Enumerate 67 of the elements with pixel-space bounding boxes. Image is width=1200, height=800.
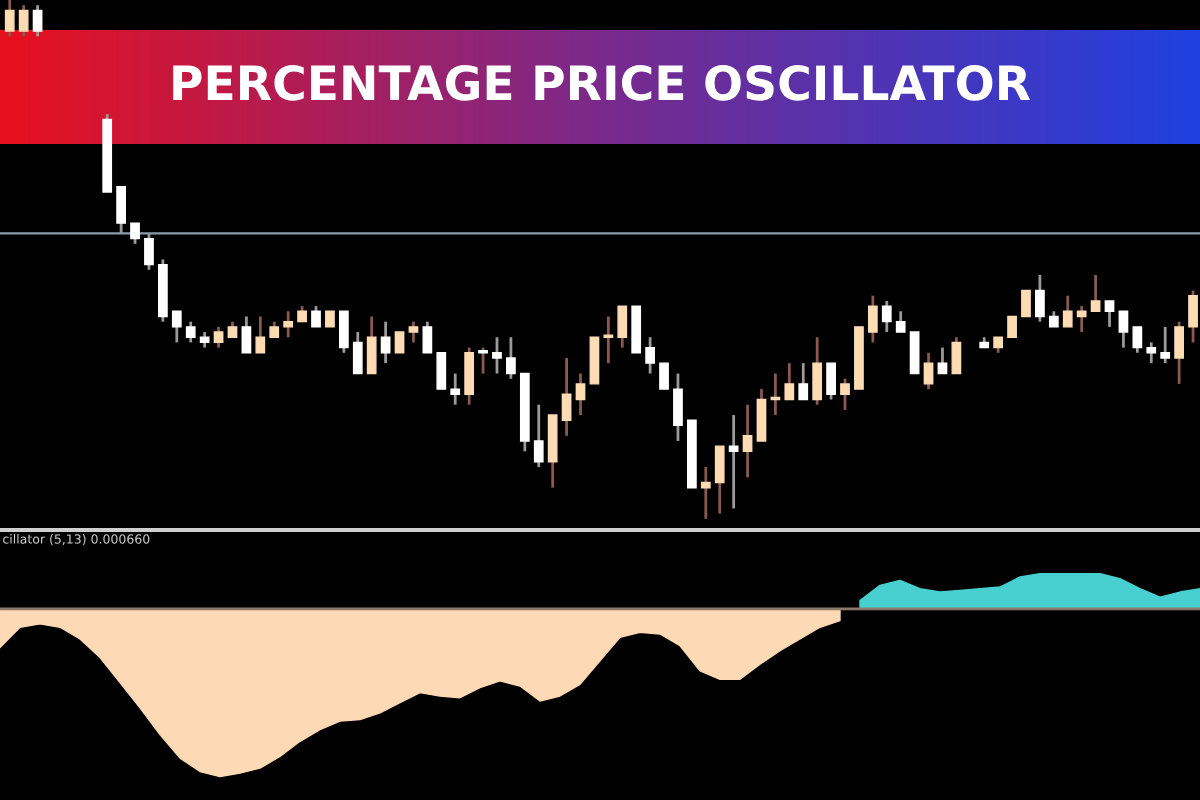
candlestick xyxy=(631,305,642,354)
candlestick xyxy=(561,356,572,438)
candlestick xyxy=(213,325,224,349)
candlestick xyxy=(366,315,377,375)
candlestick xyxy=(352,330,363,375)
candlestick xyxy=(1160,325,1171,365)
candlestick xyxy=(394,331,405,354)
candlestick xyxy=(784,361,795,401)
candlestick xyxy=(1007,315,1017,338)
candlestick xyxy=(283,309,294,339)
candlestick xyxy=(478,346,488,375)
candlestick xyxy=(826,361,836,401)
candlestick xyxy=(1118,309,1129,349)
candlestick xyxy=(867,294,878,344)
candlestick xyxy=(603,315,614,365)
candlestick xyxy=(1188,289,1198,344)
candlestick xyxy=(1104,299,1115,329)
candlestick xyxy=(130,221,140,246)
candlestick xyxy=(798,361,809,401)
candlestick xyxy=(506,335,516,381)
candlestick xyxy=(951,335,962,375)
candlestick xyxy=(1062,294,1073,329)
candlestick xyxy=(422,320,433,355)
candlestick xyxy=(185,320,196,344)
candlestick xyxy=(617,304,628,349)
candlestick xyxy=(144,232,154,272)
candlestick xyxy=(1035,273,1045,324)
candlestick xyxy=(338,309,349,355)
text: PERCENTAGE PRICE OSCILLATOR xyxy=(173,64,1031,101)
candlestick xyxy=(714,444,725,516)
candlestick xyxy=(1174,320,1184,386)
candlestick xyxy=(436,352,447,390)
candlestick xyxy=(1021,289,1031,318)
candlestick xyxy=(812,335,823,407)
candlestick xyxy=(1090,273,1101,313)
candlestick xyxy=(492,335,502,375)
candlestick xyxy=(547,413,558,490)
candlestick xyxy=(937,346,948,375)
candlestick xyxy=(673,372,683,443)
candlestick xyxy=(4,0,15,38)
candlestick xyxy=(881,299,892,334)
candlestick xyxy=(464,346,475,407)
candlestick xyxy=(589,336,600,385)
candlestick xyxy=(171,309,182,344)
candlestick xyxy=(575,372,586,417)
candlestick xyxy=(533,403,544,469)
candlestick xyxy=(923,351,934,391)
candlestick xyxy=(700,465,711,521)
candlestick xyxy=(895,309,906,334)
candlestick xyxy=(645,335,655,375)
candlestick xyxy=(255,315,266,355)
candlestick xyxy=(756,387,767,443)
candlestick xyxy=(408,320,419,344)
candlestick xyxy=(742,403,753,479)
candlestick xyxy=(1076,304,1087,334)
candlestick xyxy=(241,315,252,355)
candlestick xyxy=(311,304,321,329)
candlestick xyxy=(32,3,43,38)
candlestick xyxy=(840,377,850,412)
candlestick xyxy=(1146,341,1157,365)
candlestick xyxy=(659,362,669,390)
candlestick xyxy=(450,372,461,407)
candlestick xyxy=(18,3,29,38)
candlestick xyxy=(116,185,126,235)
candlestick xyxy=(728,413,739,510)
candlestick xyxy=(909,331,920,375)
candlestick xyxy=(1132,325,1143,355)
